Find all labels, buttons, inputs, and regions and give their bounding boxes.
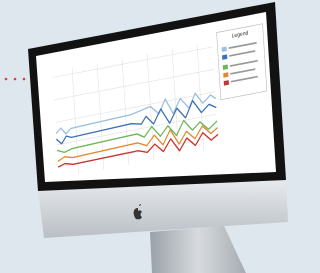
page: Legend (() => { const data = JSON.parse(…: [0, 0, 289, 273]
imac-illustration: Legend: [0, 0, 289, 273]
